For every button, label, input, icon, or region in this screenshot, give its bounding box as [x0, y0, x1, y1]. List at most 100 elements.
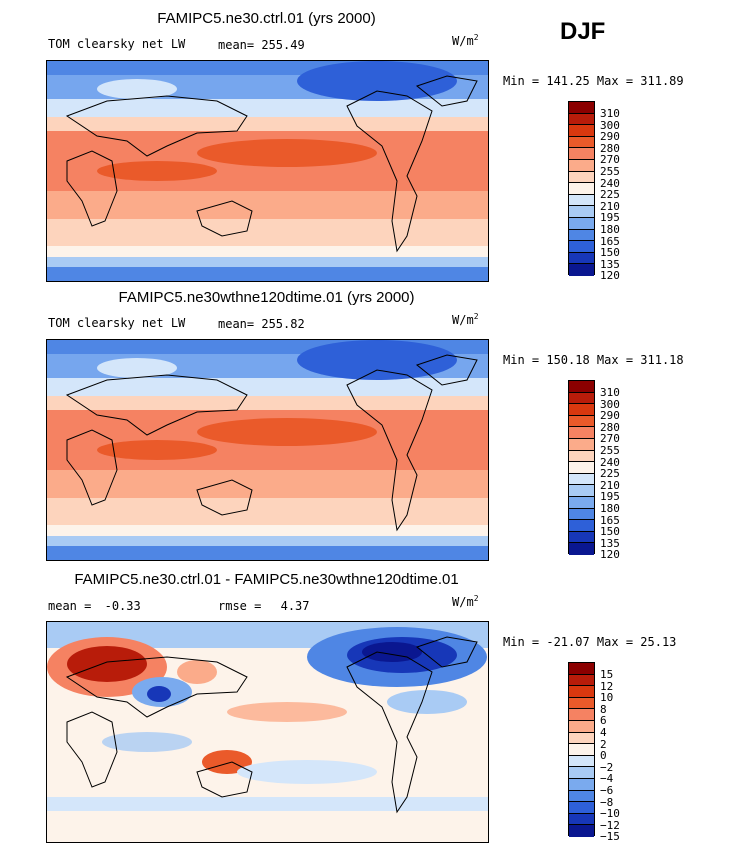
panel3-mean: mean = -0.33 — [48, 599, 141, 613]
colorbar-swatch — [569, 415, 594, 428]
colorbar-tick-label: 195 — [600, 490, 620, 504]
colorbar-swatch — [569, 159, 594, 172]
colorbar-tick-label: −6 — [600, 784, 614, 797]
panel3-mean-label: mean = — [48, 599, 92, 613]
colorbar-tick-label: 310 — [600, 107, 620, 120]
panel1-variable: TOM clearsky net LW — [48, 37, 186, 51]
colorbar-swatch — [569, 102, 594, 114]
colorbar-tick-label: 120 — [600, 269, 620, 283]
panel3-minmax: Min = -21.07 Max = 25.13 — [503, 635, 677, 649]
colorbar-swatch — [569, 543, 594, 555]
colorbar-tick-label: 2 — [600, 737, 607, 751]
colorbar-swatch — [569, 496, 594, 509]
panel2-mean: mean= 255.82 — [218, 317, 305, 331]
colorbar-tick-label: 165 — [600, 513, 620, 527]
panel3-rmse-value: 4.37 — [280, 599, 310, 613]
colorbar-tick-label: 210 — [600, 478, 620, 492]
colorbar-tick-label: 0 — [600, 749, 607, 763]
panel1-title: FAMIPC5.ne30.ctrl.01 (yrs 2000) — [157, 10, 376, 27]
colorbar-swatch — [569, 720, 594, 733]
colorbar-tick-label: 195 — [600, 211, 620, 225]
colorbar-tick-label: 300 — [600, 118, 620, 132]
colorbar-swatch — [569, 381, 594, 393]
panel2-map — [46, 339, 489, 561]
colorbar-tick-label: 290 — [600, 130, 620, 144]
colorbar-tick-label: 240 — [600, 176, 620, 190]
colorbar-tick-label: 135 — [600, 257, 620, 271]
colorbar-swatch — [569, 813, 594, 826]
panel3-rmse: rmse = 4.37 — [218, 599, 310, 613]
colorbar-swatch — [569, 217, 594, 230]
colorbar-swatch — [569, 767, 594, 779]
colorbar-tick-label: 255 — [600, 444, 620, 457]
panel2-units: W/m2 — [452, 312, 479, 327]
panel3-map — [46, 621, 489, 843]
colorbar-tick-label: 12 — [600, 679, 614, 693]
colorbar-swatch — [569, 755, 594, 768]
colorbar-swatch — [569, 438, 594, 451]
colorbar-tick-label: 165 — [600, 234, 620, 248]
colorbar-tick-label: 6 — [600, 714, 607, 728]
colorbar-tick-label: 225 — [600, 188, 620, 202]
colorbar-swatch — [569, 674, 594, 687]
panel3-field — [47, 622, 488, 842]
season-label: DJF — [560, 18, 606, 45]
panel2-colorbar — [568, 380, 595, 555]
panel2-minmax: Min = 150.18 Max = 311.18 — [503, 353, 684, 367]
colorbar-swatch — [569, 183, 594, 195]
colorbar-swatch — [569, 790, 594, 803]
colorbar-swatch — [569, 508, 594, 521]
colorbar-tick-label: 280 — [600, 420, 620, 434]
colorbar-tick-label: 280 — [600, 141, 620, 155]
colorbar-tick-label: 310 — [600, 386, 620, 399]
panel2-title: FAMIPC5.ne30wthne120dtime.01 (yrs 2000) — [118, 289, 415, 306]
colorbar-tick-label: 120 — [600, 548, 620, 562]
colorbar-swatch — [569, 732, 594, 745]
colorbar-tick-label: 135 — [600, 536, 620, 550]
panel3-rmse-label: rmse = — [218, 599, 262, 613]
colorbar-tick-label: 10 — [600, 691, 614, 705]
colorbar-swatch — [569, 136, 594, 149]
colorbar-swatch — [569, 520, 594, 532]
colorbar-swatch — [569, 697, 594, 710]
colorbar-swatch — [569, 450, 594, 463]
colorbar-tick-label: 8 — [600, 702, 607, 716]
colorbar-swatch — [569, 709, 594, 721]
colorbar-swatch — [569, 194, 594, 207]
panel2-variable: TOM clearsky net LW — [48, 316, 186, 330]
colorbar-tick-label: −4 — [600, 772, 614, 786]
panel3-mean-value: -0.33 — [104, 599, 141, 613]
colorbar-swatch — [569, 825, 594, 837]
colorbar-swatch — [569, 427, 594, 439]
colorbar-swatch — [569, 206, 594, 218]
colorbar-tick-label: 300 — [600, 397, 620, 411]
colorbar-swatch — [569, 744, 594, 756]
colorbar-swatch — [569, 264, 594, 276]
colorbar-tick-label: 4 — [600, 726, 607, 739]
panel1-mean-value: 255.49 — [261, 38, 305, 52]
colorbar-swatch — [569, 392, 594, 405]
panel1-mean: mean= 255.49 — [218, 38, 305, 52]
colorbar-tick-label: 210 — [600, 199, 620, 213]
colorbar-tick-label: −8 — [600, 795, 614, 809]
colorbar-tick-label: 180 — [600, 502, 620, 515]
colorbar-tick-label: −12 — [600, 818, 620, 832]
colorbar-swatch — [569, 125, 594, 137]
colorbar-swatch — [569, 802, 594, 814]
panel1-field — [47, 61, 488, 281]
colorbar-tick-label: 180 — [600, 223, 620, 236]
panel3-colorbar — [568, 662, 595, 837]
colorbar-swatch — [569, 404, 594, 416]
colorbar-tick-label: 240 — [600, 455, 620, 469]
panel1-colorbar — [568, 101, 595, 276]
colorbar-swatch — [569, 171, 594, 184]
colorbar-tick-label: 15 — [600, 668, 614, 681]
colorbar-tick-label: 270 — [600, 153, 620, 167]
panel1-units: W/m2 — [452, 33, 479, 48]
colorbar-swatch — [569, 229, 594, 242]
colorbar-swatch — [569, 241, 594, 253]
colorbar-swatch — [569, 531, 594, 544]
panel2-mean-label: mean= — [218, 317, 255, 331]
colorbar-swatch — [569, 113, 594, 126]
colorbar-swatch — [569, 148, 594, 160]
